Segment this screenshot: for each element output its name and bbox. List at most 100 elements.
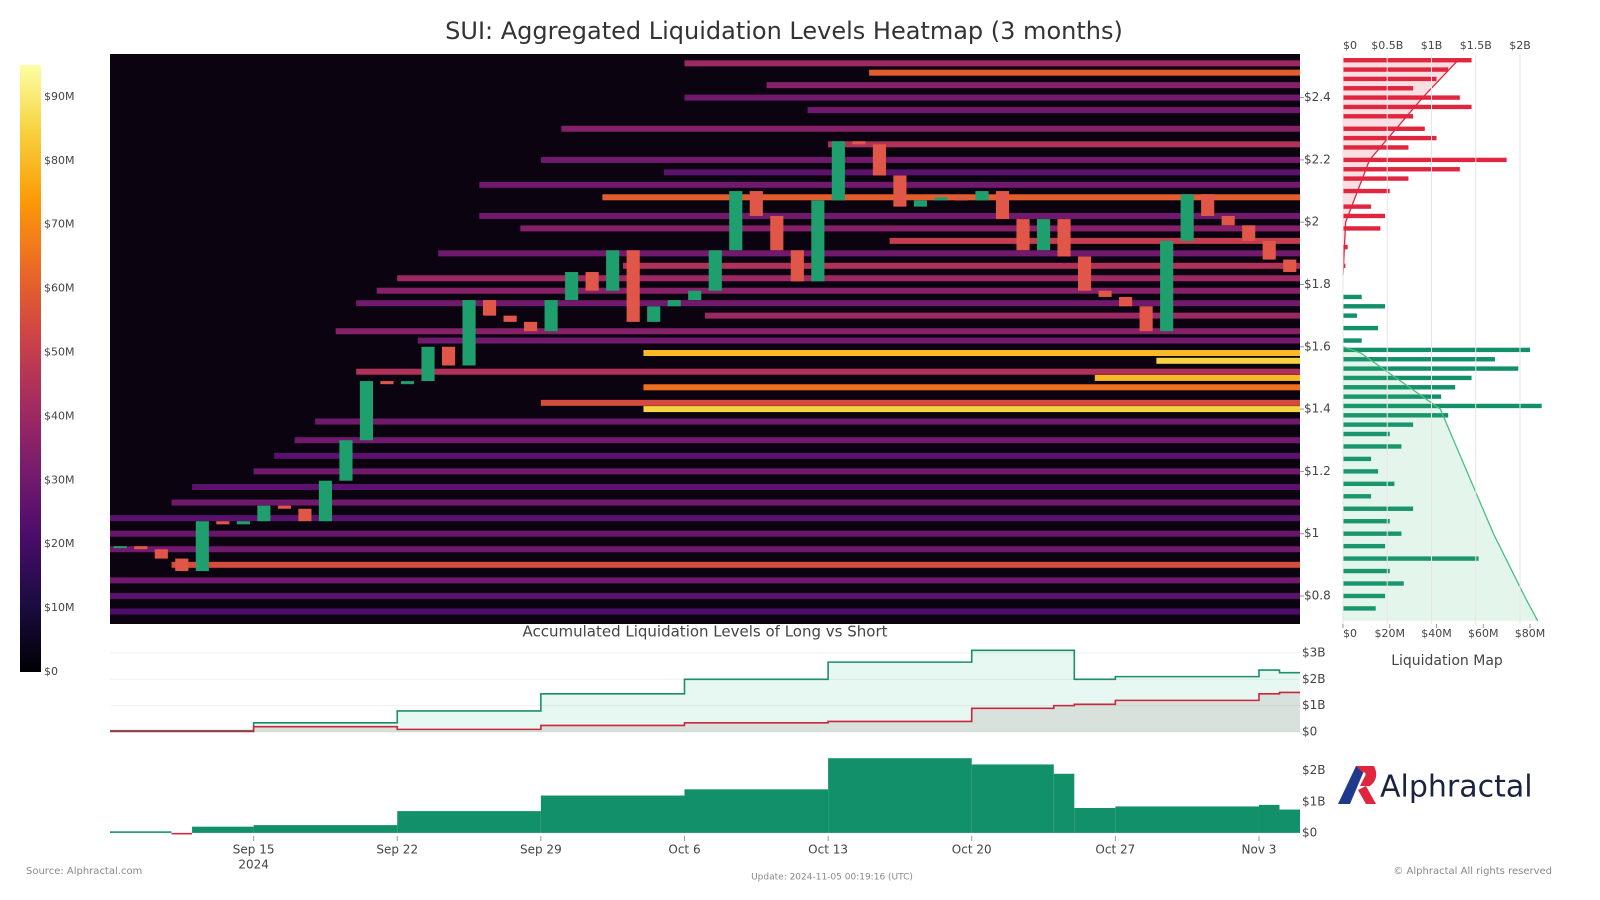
candle — [913, 200, 927, 207]
heat-level — [356, 368, 1300, 375]
candle — [934, 197, 948, 201]
x-tick-label: $40M — [1421, 627, 1452, 640]
x2-tick-label: $1B — [1421, 39, 1443, 52]
liquidation-bar — [1343, 366, 1519, 371]
heat-level — [520, 225, 1300, 232]
liquidation-bar — [1343, 357, 1495, 362]
liquidation-bar — [1343, 244, 1348, 250]
cumulative-line — [1342, 346, 1539, 622]
y-tick-label: $0 — [1302, 725, 1317, 739]
heat-level — [315, 418, 1300, 425]
liquidation-bar — [1343, 104, 1472, 110]
heat-level — [110, 592, 1300, 599]
y-tick-label: $1B — [1302, 698, 1326, 712]
liquidation-bar — [1343, 581, 1404, 586]
colorbar-tick-label: $30M — [44, 473, 75, 486]
liquidation-bar — [1343, 176, 1409, 181]
colorbar-tick-label: $70M — [44, 218, 75, 231]
y-tick-label: $1.6 — [1304, 339, 1331, 353]
liquidation-bar — [1343, 338, 1362, 343]
candle — [216, 521, 230, 525]
heat-level — [643, 384, 1300, 391]
liquidation-bar — [1343, 431, 1390, 437]
logo-mark — [1356, 766, 1377, 804]
liquidation-bar — [1343, 157, 1507, 163]
liquidation-bar — [1343, 375, 1472, 381]
liquidation-bar — [1343, 494, 1372, 499]
heat-level — [397, 275, 1300, 282]
delta-bar — [192, 826, 254, 833]
colorbar-tick-label: $90M — [44, 90, 75, 103]
colorbar-tick-label: $60M — [44, 282, 75, 295]
colorbar-tick-label: $40M — [44, 409, 75, 422]
update: Update: 2024-11-05 00:19:16 (UTC) — [751, 873, 913, 883]
liquidation-bar — [1343, 95, 1460, 100]
heat-level — [110, 530, 1300, 537]
x-tick-label: $80M — [1515, 627, 1546, 640]
heat-level — [869, 69, 1300, 76]
heat-level — [643, 350, 1300, 357]
cumulative-line — [1342, 59, 1459, 276]
series-line — [110, 649, 1300, 732]
delta-bar — [1115, 806, 1259, 833]
candle — [749, 191, 763, 216]
heat-level — [294, 437, 1300, 444]
candle — [421, 346, 435, 382]
candle — [729, 191, 743, 251]
y-tick-label: $2.4 — [1304, 90, 1331, 104]
liquidation-bar — [1343, 469, 1379, 474]
liquidation-bar — [1343, 506, 1414, 511]
heat-level — [705, 312, 1300, 319]
y-tick-label: $0.8 — [1304, 588, 1331, 602]
candle — [236, 521, 250, 525]
candle — [441, 346, 456, 366]
x2-tick-label: $2B — [1509, 39, 1531, 52]
delta-bar — [1074, 808, 1116, 833]
candle — [708, 250, 722, 291]
delta-bar — [397, 811, 541, 833]
cumulative-area — [1343, 60, 1459, 276]
liquidation-bar — [1343, 422, 1414, 427]
x-tick-label: Sep 15 — [233, 843, 275, 857]
y-tick-label: $0 — [1302, 825, 1317, 839]
colorbar-tick-label: $80M — [44, 154, 75, 167]
candle — [318, 480, 332, 522]
liquidation-bar — [1343, 114, 1414, 119]
y-tick-label: $3B — [1302, 645, 1326, 659]
candle — [1242, 225, 1256, 241]
x-tick-label: $60M — [1468, 627, 1499, 640]
heat-level — [335, 328, 1300, 335]
candle — [975, 191, 989, 201]
liquidation-bar — [1343, 394, 1442, 399]
heat-level — [479, 181, 1300, 188]
liquidation-bar — [1343, 226, 1381, 231]
heat-level — [1094, 374, 1300, 381]
panel-title: Accumulated Liquidation Levels of Long v… — [523, 623, 888, 641]
candle — [585, 272, 599, 291]
candle — [606, 250, 620, 291]
candle — [667, 300, 681, 307]
liquidation-bar — [1343, 531, 1402, 536]
heat-level — [766, 82, 1300, 89]
logo: Alphractal — [1338, 766, 1533, 805]
y-tick-label: $2.2 — [1304, 152, 1331, 166]
series-area — [110, 692, 1300, 732]
cumulative-area — [1343, 346, 1538, 621]
liquidation-bar — [1343, 167, 1460, 172]
liquidation-bar — [1343, 593, 1386, 599]
candle — [134, 546, 148, 550]
heat-level — [828, 141, 1300, 148]
heat-level — [561, 125, 1300, 132]
liquidation-bar — [1343, 304, 1386, 309]
x-tick-label: Oct 20 — [952, 843, 992, 857]
delta-bar — [110, 831, 172, 833]
delta-bar — [171, 832, 193, 835]
liquidation-bar — [1343, 519, 1390, 524]
x-tick-label: Oct 27 — [1095, 843, 1135, 857]
candle — [1139, 306, 1153, 332]
candle — [831, 141, 845, 201]
heat-level — [643, 406, 1300, 413]
x2-tick-label: $1.5B — [1460, 39, 1492, 52]
y-tick-label: $2B — [1302, 672, 1326, 686]
candle — [1283, 259, 1297, 273]
